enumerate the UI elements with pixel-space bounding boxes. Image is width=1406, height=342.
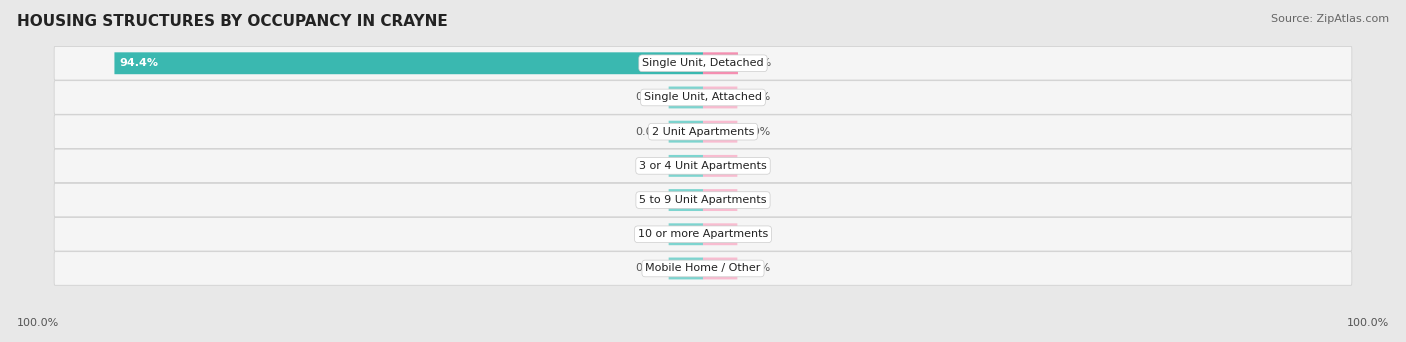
FancyBboxPatch shape — [703, 155, 737, 177]
FancyBboxPatch shape — [703, 258, 737, 279]
FancyBboxPatch shape — [669, 121, 703, 143]
FancyBboxPatch shape — [55, 115, 1351, 148]
Text: Mobile Home / Other: Mobile Home / Other — [645, 263, 761, 274]
Text: 0.0%: 0.0% — [636, 161, 664, 171]
Text: 10 or more Apartments: 10 or more Apartments — [638, 229, 768, 239]
Text: 0.0%: 0.0% — [742, 127, 770, 137]
FancyBboxPatch shape — [55, 252, 1351, 285]
Text: 3 or 4 Unit Apartments: 3 or 4 Unit Apartments — [640, 161, 766, 171]
FancyBboxPatch shape — [55, 183, 1351, 217]
FancyBboxPatch shape — [55, 218, 1351, 251]
Legend: Owner-occupied, Renter-occupied: Owner-occupied, Renter-occupied — [574, 337, 832, 342]
Text: 0.0%: 0.0% — [742, 92, 770, 103]
Text: 94.4%: 94.4% — [120, 58, 159, 68]
Text: 0.0%: 0.0% — [636, 263, 664, 274]
FancyBboxPatch shape — [669, 189, 703, 211]
FancyBboxPatch shape — [55, 47, 1351, 80]
Text: 5.6%: 5.6% — [742, 58, 770, 68]
FancyBboxPatch shape — [703, 189, 737, 211]
FancyBboxPatch shape — [55, 149, 1351, 183]
Text: Single Unit, Attached: Single Unit, Attached — [644, 92, 762, 103]
FancyBboxPatch shape — [669, 87, 703, 108]
Text: 2 Unit Apartments: 2 Unit Apartments — [652, 127, 754, 137]
Text: 100.0%: 100.0% — [1347, 318, 1389, 328]
Text: 0.0%: 0.0% — [636, 229, 664, 239]
FancyBboxPatch shape — [114, 52, 703, 74]
FancyBboxPatch shape — [669, 223, 703, 245]
FancyBboxPatch shape — [703, 223, 737, 245]
Text: Source: ZipAtlas.com: Source: ZipAtlas.com — [1271, 14, 1389, 24]
Text: Single Unit, Detached: Single Unit, Detached — [643, 58, 763, 68]
FancyBboxPatch shape — [703, 52, 738, 74]
Text: 0.0%: 0.0% — [742, 161, 770, 171]
Text: 0.0%: 0.0% — [742, 263, 770, 274]
Text: 5 to 9 Unit Apartments: 5 to 9 Unit Apartments — [640, 195, 766, 205]
FancyBboxPatch shape — [703, 121, 737, 143]
Text: HOUSING STRUCTURES BY OCCUPANCY IN CRAYNE: HOUSING STRUCTURES BY OCCUPANCY IN CRAYN… — [17, 14, 447, 29]
Text: 0.0%: 0.0% — [742, 195, 770, 205]
FancyBboxPatch shape — [703, 87, 737, 108]
FancyBboxPatch shape — [55, 81, 1351, 114]
Text: 100.0%: 100.0% — [17, 318, 59, 328]
Text: 0.0%: 0.0% — [636, 195, 664, 205]
FancyBboxPatch shape — [669, 258, 703, 279]
Text: 0.0%: 0.0% — [742, 229, 770, 239]
FancyBboxPatch shape — [669, 155, 703, 177]
Text: 0.0%: 0.0% — [636, 127, 664, 137]
Text: 0.0%: 0.0% — [636, 92, 664, 103]
